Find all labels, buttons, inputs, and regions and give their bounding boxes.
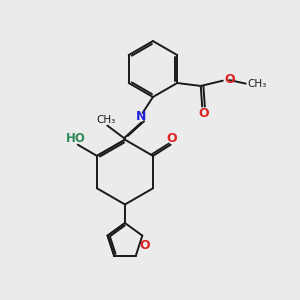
- Text: O: O: [140, 239, 150, 252]
- Text: O: O: [167, 132, 177, 145]
- Text: O: O: [224, 73, 235, 86]
- Text: HO: HO: [65, 132, 86, 145]
- Text: N: N: [136, 110, 146, 123]
- Text: O: O: [198, 106, 209, 119]
- Text: CH₃: CH₃: [247, 79, 266, 88]
- Text: CH₃: CH₃: [96, 115, 116, 125]
